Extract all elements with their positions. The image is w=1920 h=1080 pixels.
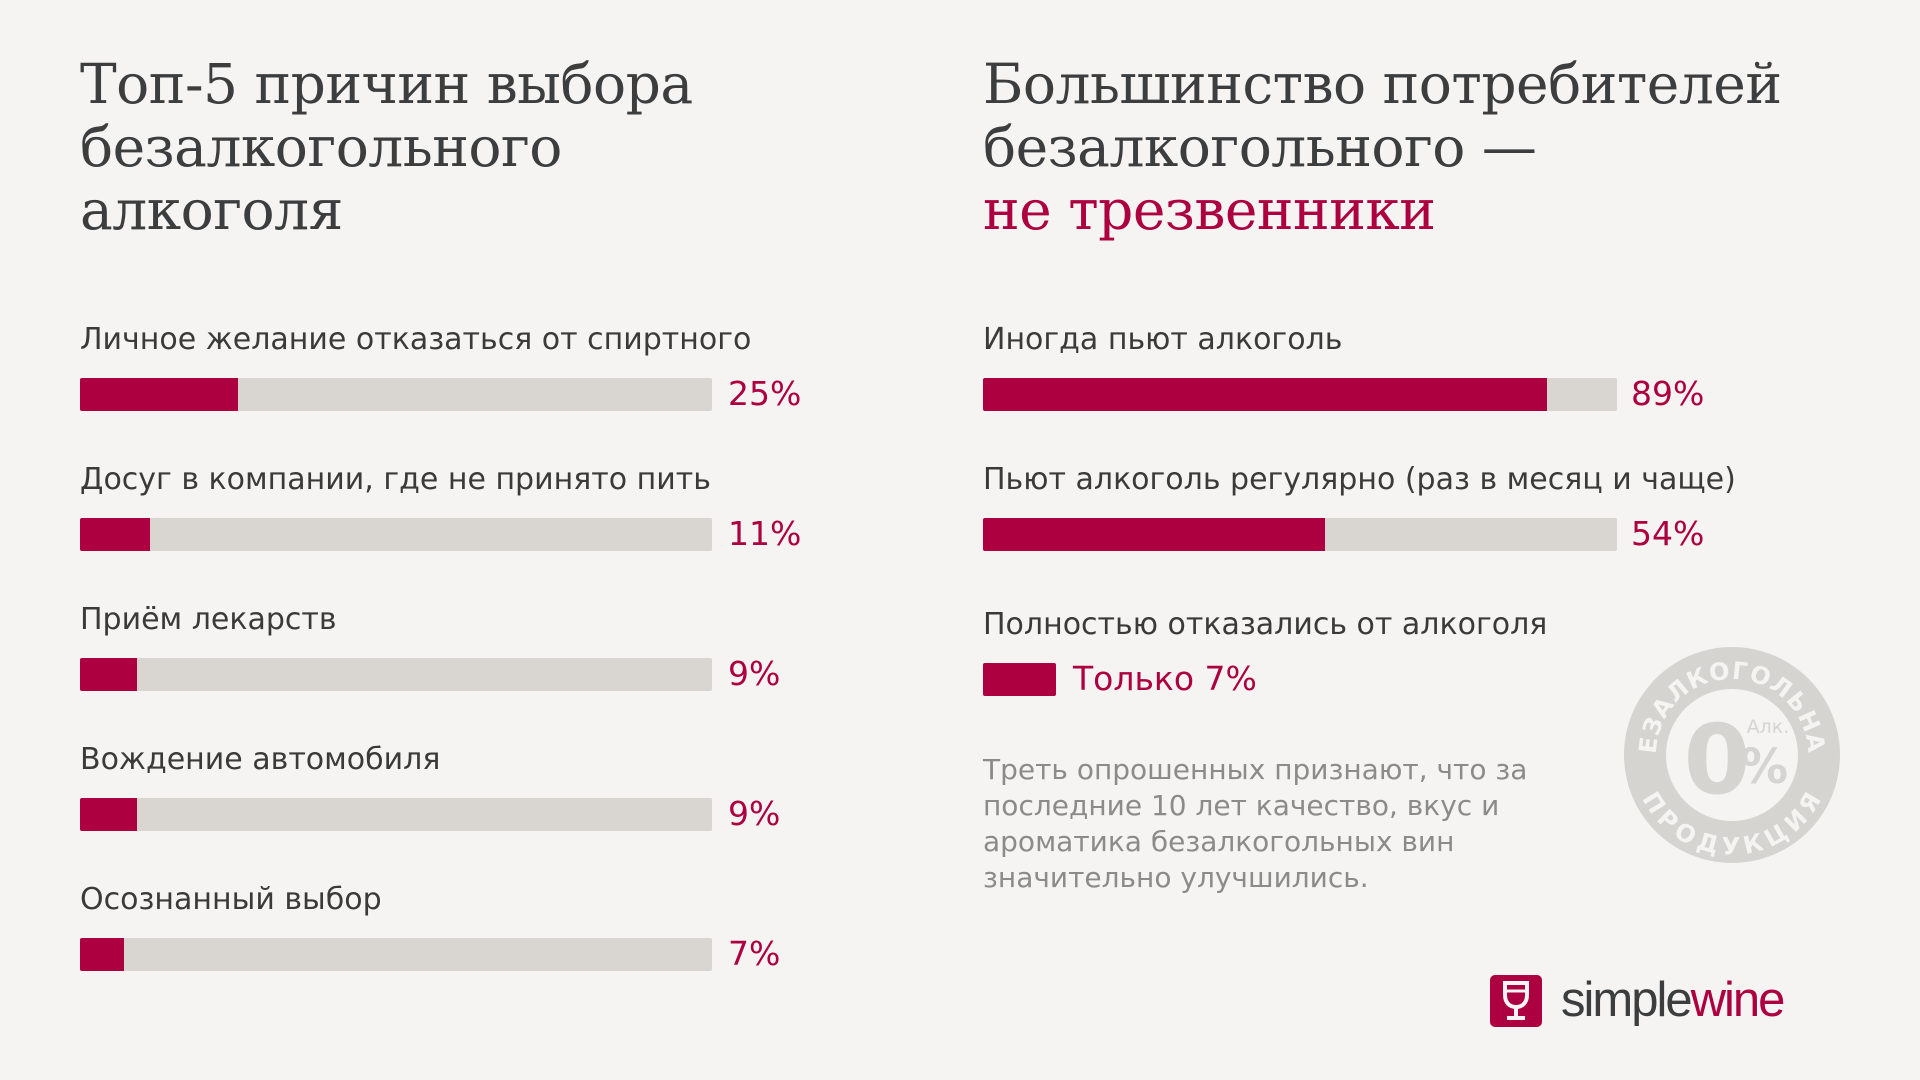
only-row: Полностью отказались от алкоголя Только … <box>983 607 1883 717</box>
bar-track <box>983 518 1617 551</box>
bar-value-label: 11% <box>728 514 802 553</box>
bar-track <box>80 658 712 691</box>
bar-value-label: 25% <box>728 374 802 413</box>
bar-label: Осознанный выбор <box>80 882 382 917</box>
only-label: Полностью отказались от алкоголя <box>983 607 1548 642</box>
bar-row: Иногда пьют алкоголь 89% <box>983 322 1883 432</box>
bar-row: Личное желание отказаться от спиртного 25… <box>80 322 840 432</box>
bar-value-label: 7% <box>728 934 781 973</box>
right-heading-line2: безалкогольного — <box>983 115 1537 179</box>
stamp-inner-circle <box>1666 689 1798 821</box>
bar <box>80 518 150 551</box>
bar-value-label: 89% <box>1631 374 1705 413</box>
only-value: Только 7% <box>1073 659 1257 698</box>
bar-row: Вождение автомобиля 9% <box>80 742 840 852</box>
bar-track <box>983 378 1617 411</box>
bar-label: Приём лекарств <box>80 602 337 637</box>
bar-row: Пьют алкоголь регулярно (раз в месяц и ч… <box>983 462 1883 572</box>
bar <box>80 798 137 831</box>
stamp-small-label: Алк. <box>1747 716 1790 738</box>
logo-part-wine: wine <box>1690 973 1786 1027</box>
stamp-percent: % <box>1740 739 1788 795</box>
bar-label: Вождение автомобиля <box>80 742 441 777</box>
only-bar <box>983 663 1056 696</box>
right-heading-line1: Большинство потребителей <box>983 52 1782 116</box>
bar-track <box>80 938 712 971</box>
bar <box>80 938 124 971</box>
bar-row: Приём лекарств 9% <box>80 602 840 712</box>
left-heading: Топ-5 причин выбора безалкогольного алко… <box>80 52 693 242</box>
bar <box>80 378 238 411</box>
bar-label: Досуг в компании, где не принято пить <box>80 462 711 497</box>
bar-value-label: 9% <box>728 654 781 693</box>
bar <box>80 658 137 691</box>
stamp-zero: 0 <box>1684 704 1751 816</box>
survey-note: Треть опрошенных признают, что за послед… <box>983 753 1528 894</box>
bar <box>983 378 1547 411</box>
bar-label: Личное желание отказаться от спиртного <box>80 322 752 357</box>
logo-wordmark: simplewine <box>1561 972 1786 1028</box>
simplewine-logo[interactable]: simplewine <box>1490 972 1830 1028</box>
logo-part-simple: simple <box>1561 973 1693 1027</box>
bar-track <box>80 798 712 831</box>
bar-row: Досуг в компании, где не принято пить 11% <box>80 462 840 572</box>
bar-track <box>80 518 712 551</box>
bar-value-label: 9% <box>728 794 781 833</box>
wine-glass-icon <box>1490 975 1542 1027</box>
bar-label: Пьют алкоголь регулярно (раз в месяц и ч… <box>983 462 1736 497</box>
bar-track <box>80 378 712 411</box>
right-heading: Большинство потребителей безалкогольного … <box>983 53 1883 242</box>
right-heading-accent: не трезвенники <box>983 178 1436 242</box>
bar-value-label: 54% <box>1631 514 1705 553</box>
bar-label: Иногда пьют алкоголь <box>983 322 1343 357</box>
bar <box>983 518 1325 551</box>
bar-row: Осознанный выбор 7% <box>80 882 840 992</box>
zero-alcohol-stamp: БЕЗАЛКОГОЛЬНАЯ ПРОДУКЦИЯ 0 % Алк. <box>1620 643 1840 863</box>
